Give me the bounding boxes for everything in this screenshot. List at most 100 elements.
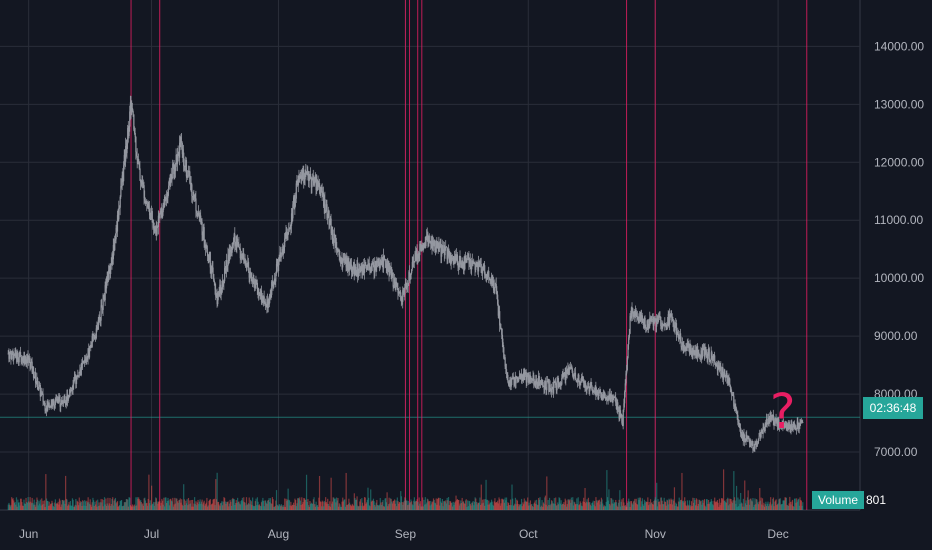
candle-body: [406, 286, 408, 289]
volume-bar: [748, 504, 751, 510]
volume-bar: [773, 506, 775, 510]
candle-body: [629, 316, 631, 334]
volume-bar: [146, 502, 148, 510]
volume-bar: [326, 503, 328, 510]
volume-bar: [423, 499, 425, 510]
candle-body: [380, 260, 382, 265]
volume-bar: [275, 490, 278, 510]
volume-bar: [349, 504, 351, 510]
volume-bar: [104, 504, 106, 510]
volume-bar: [93, 500, 95, 510]
volume-bar: [695, 505, 697, 510]
volume-bar: [576, 503, 579, 510]
candle-body: [724, 375, 726, 377]
candle-body: [614, 397, 616, 399]
volume-bar: [403, 500, 405, 510]
volume-bar: [778, 498, 781, 510]
candle-body: [196, 210, 198, 213]
candle-body: [394, 277, 396, 286]
volume-bar: [725, 502, 727, 510]
x-tick-label: Dec: [767, 527, 788, 541]
candle-body: [560, 384, 562, 386]
candle-body: [262, 296, 265, 303]
candle-body: [433, 240, 435, 243]
volume-bar: [499, 499, 501, 510]
candle-body: [237, 238, 239, 245]
volume-bar: [629, 506, 631, 510]
candle-body: [284, 234, 287, 239]
candle-body: [15, 349, 17, 357]
candle-body: [753, 447, 755, 450]
candle-body: [436, 240, 438, 242]
candle-body: [546, 380, 549, 382]
volume-bar: [273, 506, 276, 510]
volume-bar: [601, 499, 603, 510]
volume-bar: [221, 501, 223, 510]
candle-body: [352, 268, 354, 271]
volume-bar: [284, 498, 286, 510]
candle-body: [474, 262, 476, 270]
candle-body: [146, 201, 148, 205]
candle-body: [617, 410, 620, 412]
volume-bar: [26, 502, 29, 510]
volume-bar: [477, 502, 479, 510]
volume-bar: [162, 504, 164, 510]
candle-body: [74, 376, 76, 380]
volume-bar: [338, 506, 340, 510]
volume-bar: [71, 505, 73, 510]
candle-body: [499, 325, 502, 329]
volume-bar: [603, 505, 605, 510]
volume-bar: [787, 505, 790, 510]
candle-body: [567, 367, 569, 374]
candle-body: [11, 352, 13, 359]
candle-body: [82, 361, 84, 365]
candle-body: [426, 236, 428, 240]
volume-bar: [346, 505, 349, 510]
volume-bar: [245, 505, 247, 510]
volume-bar: [74, 504, 76, 510]
volume-bar: [551, 501, 553, 510]
volume-bar: [361, 502, 364, 510]
candle-body: [460, 257, 462, 267]
volume-bar: [95, 504, 97, 510]
volume-bar: [503, 502, 506, 510]
candle-body: [432, 241, 434, 246]
volume-bar: [486, 499, 488, 510]
candle-body: [363, 265, 365, 273]
volume-bar: [327, 498, 329, 510]
volume-bar: [790, 504, 792, 510]
candle-body: [327, 217, 329, 219]
candle-body: [559, 383, 562, 386]
candle-body: [725, 373, 727, 378]
candle-body: [181, 140, 183, 143]
candle-body: [234, 234, 236, 247]
volume-bar: [397, 501, 399, 510]
candle-body: [570, 366, 572, 369]
volume-bar: [791, 501, 793, 510]
candle-body: [745, 434, 747, 441]
volume-bar: [121, 506, 123, 510]
candle-body: [340, 262, 342, 264]
volume-bar: [330, 477, 332, 510]
candle-body: [687, 342, 689, 348]
candle-body: [69, 389, 72, 393]
candle-body: [243, 259, 246, 261]
candle-body: [140, 180, 142, 183]
candle-body: [204, 240, 206, 245]
candle-body: [649, 317, 652, 321]
volume-bar: [191, 506, 193, 510]
candle-body: [94, 336, 96, 339]
candle-body: [345, 261, 347, 268]
candle-body: [212, 267, 214, 275]
candle-body: [353, 262, 355, 275]
volume-bar: [157, 501, 160, 510]
candle-body: [644, 317, 646, 329]
volume-bar: [597, 500, 599, 510]
candle-body: [363, 264, 366, 273]
volume-bar: [306, 501, 308, 510]
candle-body: [795, 428, 797, 430]
candle-body: [457, 261, 459, 268]
candle-body: [155, 226, 157, 232]
candle-body: [361, 264, 363, 268]
